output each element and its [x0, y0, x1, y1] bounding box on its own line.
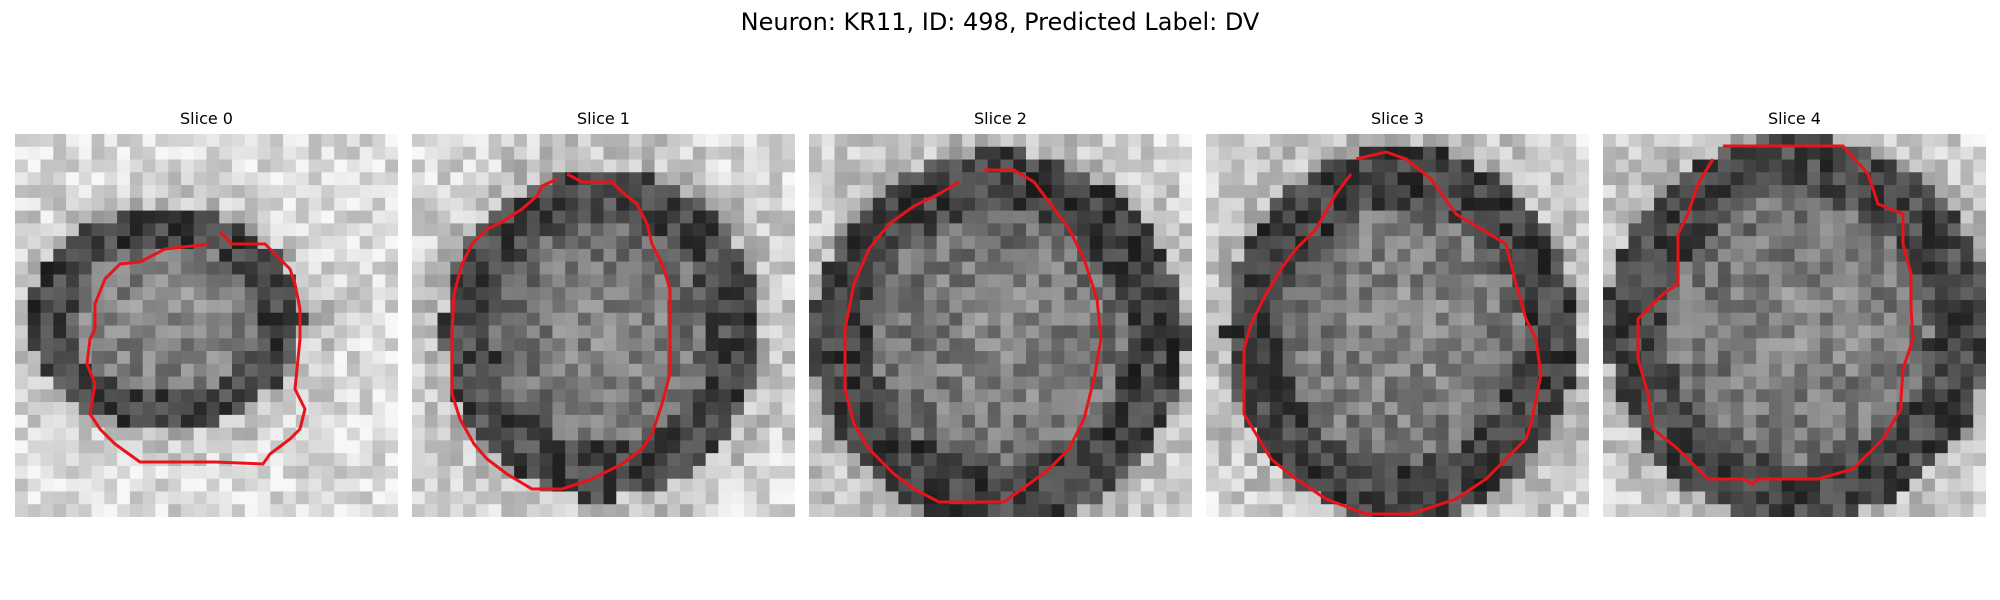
- slice-panel-1: Slice 1: [412, 108, 795, 520]
- slice-panel-4: Slice 4: [1603, 108, 1986, 520]
- slice-image-3: [1206, 134, 1589, 517]
- pixel-grid-2: [809, 134, 1192, 517]
- slice-image-2: [809, 134, 1192, 517]
- cell-contour-2: [843, 168, 1103, 504]
- slice-image-1: [412, 134, 795, 517]
- cell-contour-3: [1242, 150, 1543, 516]
- cell-contour-1: [450, 172, 672, 491]
- pixel-grid-1: [412, 134, 795, 517]
- pixel-grid-0: [15, 134, 398, 517]
- slice-title-2: Slice 2: [974, 109, 1027, 128]
- slice-title-3: Slice 3: [1371, 109, 1424, 128]
- slice-panel-0: Slice 0: [15, 108, 398, 520]
- slice-title-4: Slice 4: [1768, 109, 1821, 128]
- slice-image-0: [15, 134, 398, 517]
- cell-contour-4: [1636, 144, 1915, 486]
- pixel-grid-4: [1603, 134, 1986, 517]
- cell-contour-0: [85, 230, 307, 466]
- figure-title: Neuron: KR11, ID: 498, Predicted Label: …: [740, 8, 1260, 36]
- slice-title-1: Slice 1: [577, 109, 630, 128]
- slice-panel-3: Slice 3: [1206, 108, 1589, 520]
- slice-title-0: Slice 0: [180, 109, 233, 128]
- slice-image-4: [1603, 134, 1986, 517]
- slice-panel-2: Slice 2: [809, 108, 1192, 520]
- pixel-grid-3: [1206, 134, 1589, 517]
